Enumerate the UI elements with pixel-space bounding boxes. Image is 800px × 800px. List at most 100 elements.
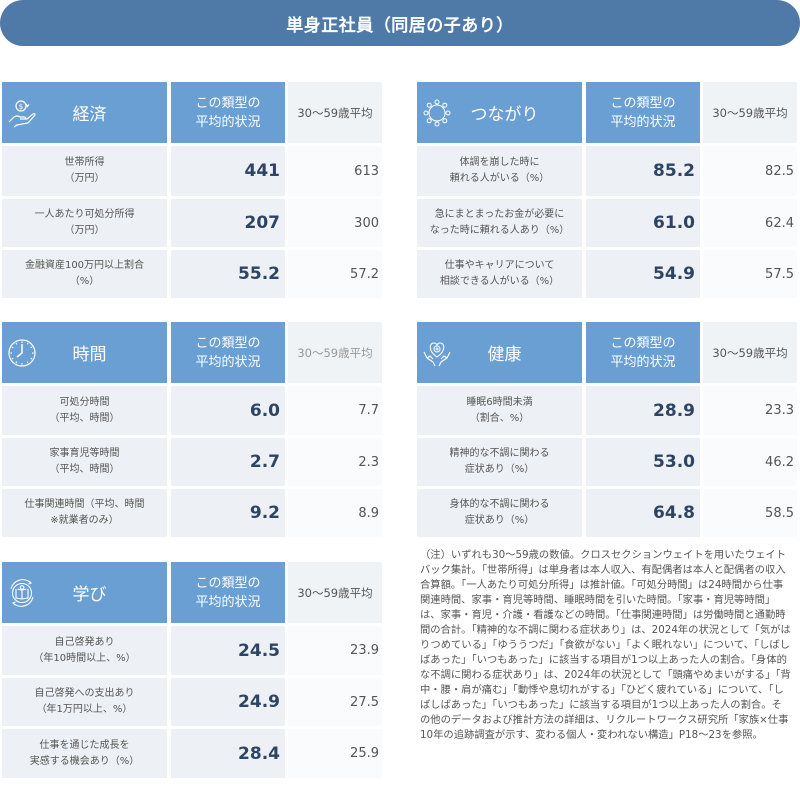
label-line: 仕事やキャリアについて [444, 260, 555, 271]
label-line: 症状あり（%） [464, 464, 535, 475]
table-row: 自己啓発あり （年10時間以上、%） 24.5 23.9 [2, 626, 384, 675]
hand-coin-icon: $ [7, 98, 37, 128]
row-value: 54.9 [586, 250, 700, 298]
row-label: 可処分時間 （平均、時間） [2, 386, 167, 435]
header-line: 平均的状況 [610, 114, 676, 130]
column-header-this-type: この類型の 平均的状況 [171, 82, 285, 143]
row-label: 急にまとまったお金が必要に なった時に頼れる人あり（%） [417, 199, 582, 247]
panel-header: 学び この類型の平均的状況 30〜59歳平均 [2, 562, 384, 623]
page-title: 単身正社員（同居の子あり） [286, 15, 514, 36]
row-average: 57.5 [703, 250, 797, 298]
table-row: 自己啓発への支出あり （年1万円以上、%） 24.9 27.5 [2, 678, 384, 726]
label-line: 一人あたり可処分所得 [34, 209, 135, 220]
label-line: （%） [69, 276, 100, 287]
column-header-average: 30〜59歳平均 [703, 322, 797, 383]
row-value: 61.0 [586, 199, 700, 247]
footnote: （注）いずれも30〜59歳の数値。クロスセクションウェイトを用いたウェイトバック… [420, 549, 791, 741]
row-value: 24.9 [171, 678, 285, 726]
row-average: 300 [288, 199, 382, 247]
row-value: 55.2 [171, 250, 285, 298]
row-value: 53.0 [586, 438, 700, 486]
table-row: 世帯所得 （万円） 441 613 [2, 146, 384, 196]
row-average: 23.3 [703, 386, 797, 435]
table-row: 睡眠6時間未満 （割合、%） 28.9 23.3 [417, 386, 799, 435]
label-line: 仕事関連時間（平均、時間 [24, 499, 145, 510]
label-line: 実感する機会あり（%） [29, 755, 140, 767]
row-average: 62.4 [703, 199, 797, 247]
table-row: 一人あたり可処分所得 （万円） 207 300 [2, 199, 384, 247]
row-average: 27.5 [288, 678, 382, 726]
row-average: 23.9 [288, 626, 382, 675]
label-line: （年1万円以上、%） [36, 704, 133, 715]
column-header-this-type: この類型の 平均的状況 [171, 322, 285, 383]
label-line: （平均、時間） [49, 464, 120, 475]
row-label: 自己啓発あり （年10時間以上、%） [2, 626, 167, 675]
panel-header: 健康 この類型の 平均的状況 30〜59歳平均 [417, 322, 799, 383]
category-cell: つながり [417, 82, 582, 143]
row-label: 体調を崩した時に 頼れる人がいる（%） [417, 146, 582, 196]
category-cell: 健康 [417, 322, 582, 383]
label-line: ※就業者のみ） [50, 515, 119, 526]
panel-health: 健康 この類型の 平均的状況 30〜59歳平均 睡眠6時間未満 （割合、%） 28.… [417, 322, 799, 538]
table-row: 仕事関連時間（平均、時間 ※就業者のみ） 9.2 8.9 [2, 489, 384, 537]
clock-icon [7, 338, 37, 368]
label-line: 身体的な不調に関わる [449, 499, 550, 510]
row-label: 家事育児等時間 （平均、時間） [2, 438, 167, 486]
header-line: この類型の [610, 95, 676, 111]
row-value: 85.2 [586, 146, 700, 196]
label-line: 可処分時間 [59, 396, 110, 408]
panel-learning: 学び この類型の平均的状況 30〜59歳平均 自己啓発あり （年10時間以上、%）… [2, 562, 384, 778]
svg-text:$: $ [19, 103, 23, 111]
row-average: 25.9 [288, 729, 382, 778]
row-value: 2.7 [171, 438, 285, 486]
column-header-average: 30〜59歳平均 [703, 82, 797, 143]
category-cell: 時間 [2, 322, 167, 383]
row-average: 58.5 [703, 489, 797, 537]
table-row: 急にまとまったお金が必要に なった時に頼れる人あり（%） 61.0 62.4 [417, 199, 799, 247]
column-header-average: 30〜59歳平均 [288, 82, 382, 143]
heart-hands-icon [422, 338, 452, 368]
header-line: この類型の [610, 335, 676, 351]
row-average: 613 [288, 146, 382, 196]
column-header-average: 30〜59歳平均 [288, 562, 382, 623]
category-cell: $ 経済 [2, 82, 167, 143]
category-cell: 学び [2, 562, 167, 623]
table-row: 仕事やキャリアについて 相談できる人がいる（%） 54.9 57.5 [417, 250, 799, 298]
label-line: 睡眠6時間未満 [466, 396, 533, 408]
header-line: この類型の [195, 575, 261, 591]
people-circle-icon [422, 98, 452, 128]
header-line: この類型の [195, 95, 261, 111]
row-average: 8.9 [288, 489, 382, 537]
label-line: なった時に頼れる人あり（%） [429, 225, 570, 236]
table-row: 体調を崩した時に 頼れる人がいる（%） 85.2 82.5 [417, 146, 799, 196]
book-cycle-icon [7, 578, 37, 608]
row-value: 9.2 [171, 489, 285, 537]
label-line: 体調を崩した時に [459, 157, 540, 168]
row-value: 24.5 [171, 626, 285, 675]
category-name: つながり [470, 105, 539, 125]
header-line: 平均的状況 [195, 594, 261, 610]
panel-header: つながり この類型の平均的状況 30〜59歳平均 [417, 82, 799, 143]
table-row: 仕事を通じた成長を 実感する機会あり（%） 28.4 25.9 [2, 729, 384, 778]
label-line: 世帯所得 [64, 157, 105, 168]
category-name: 時間 [72, 345, 107, 365]
label-line: 精神的な不調に関わる [449, 448, 550, 459]
label-line: 自己啓発あり [54, 636, 115, 648]
table-row: 金融資産100万円以上割合 （%） 55.2 57.2 [2, 250, 384, 298]
label-line: （万円） [64, 173, 105, 184]
label-line: 症状あり（%） [464, 515, 535, 526]
label-line: 金融資産100万円以上割合 [24, 260, 145, 271]
row-value: 441 [171, 146, 285, 196]
row-label: 身体的な不調に関わる 症状あり（%） [417, 489, 582, 537]
row-value: 207 [171, 199, 285, 247]
row-label: 金融資産100万円以上割合 （%） [2, 250, 167, 298]
label-line: 急にまとまったお金が必要に [434, 209, 565, 220]
column-header-this-type: この類型の平均的状況 [171, 562, 285, 623]
panel-economy: $ 経済 この類型の 平均的状況 30〜59歳平均 世帯所得 （万円） 441 61… [2, 82, 384, 299]
row-value: 28.4 [171, 729, 285, 778]
column-header-this-type: この類型の平均的状況 [586, 82, 700, 143]
row-label: 仕事関連時間（平均、時間 ※就業者のみ） [2, 489, 167, 537]
row-label: 世帯所得 （万円） [2, 146, 167, 196]
header-line: 平均的状況 [195, 354, 261, 370]
panel-connection: つながり この類型の平均的状況 30〜59歳平均 体調を崩した時に 頼れる人がいる… [417, 82, 799, 299]
